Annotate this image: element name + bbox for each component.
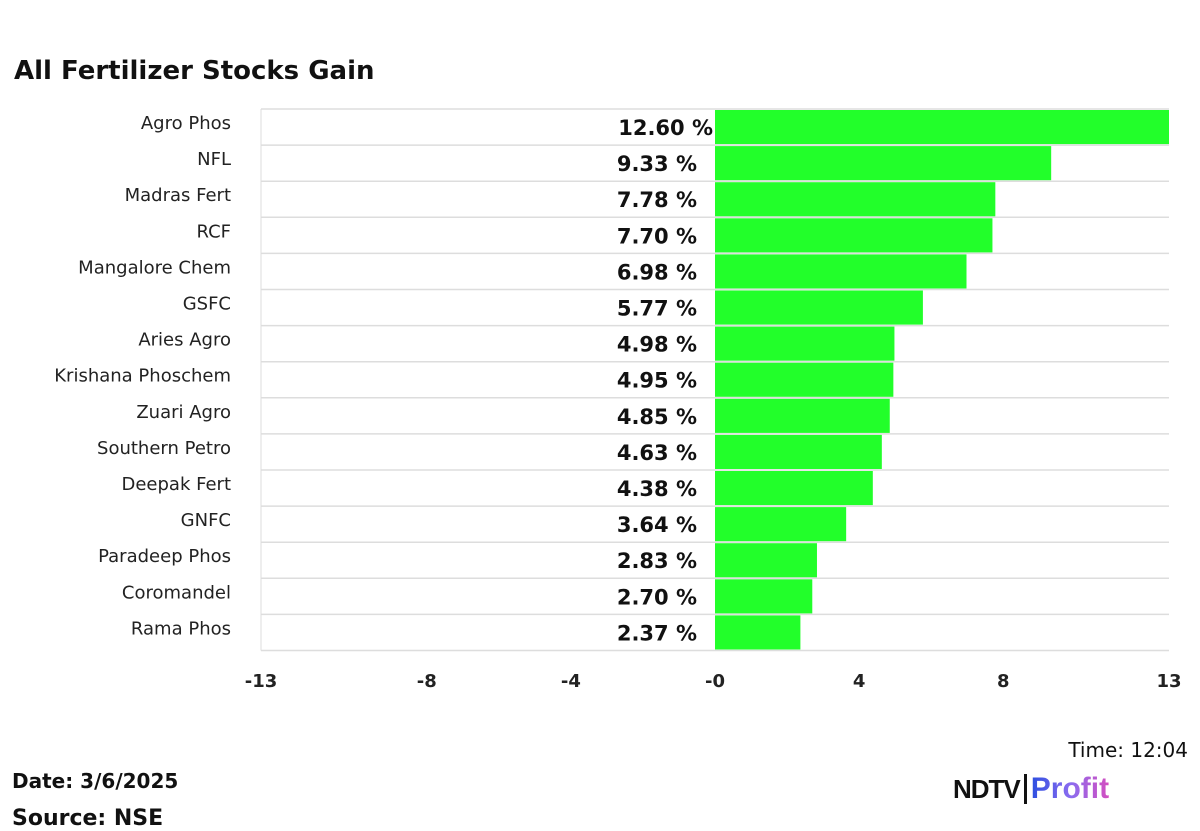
value-label: 2.70 % (617, 585, 697, 609)
x-tick-label: 8 (997, 671, 1010, 692)
category-label: Madras Fert (125, 185, 231, 206)
value-label: 2.37 % (617, 621, 697, 645)
value-label: 4.95 % (617, 369, 697, 393)
value-label: 12.60 % (618, 116, 713, 140)
category-label: Deepak Fert (121, 474, 231, 495)
category-label: Aries Agro (138, 330, 231, 351)
value-label: 2.83 % (617, 549, 697, 573)
category-label: GSFC (183, 294, 231, 315)
bar-rcf (715, 218, 993, 253)
category-label: GNFC (181, 510, 231, 531)
value-label: 3.64 % (617, 513, 697, 537)
ndtv-profit-logo: NDTV Profit (953, 772, 1109, 806)
category-label: Southern Petro (97, 438, 231, 459)
date-label: Date: 3/6/2025 (12, 769, 179, 793)
value-label: 7.70 % (617, 224, 697, 248)
value-label: 6.98 % (617, 260, 697, 284)
category-label: Rama Phos (131, 618, 231, 639)
x-tick-label: 13 (1156, 671, 1181, 692)
value-label: 4.85 % (617, 405, 697, 429)
x-tick-label: -8 (417, 671, 437, 692)
category-label: Zuari Agro (136, 402, 231, 423)
category-label: Krishana Phoschem (54, 366, 231, 387)
category-label: Paradeep Phos (98, 546, 231, 567)
x-tick-label: 4 (853, 671, 866, 692)
bar-aries-agro (715, 326, 895, 361)
value-label: 9.33 % (617, 152, 697, 176)
source-label: Source: NSE (12, 806, 164, 831)
bar-zuari-agro (715, 398, 890, 433)
bar-rama-phos (715, 615, 801, 650)
bar-paradeep-phos (715, 543, 817, 578)
x-tick-label: -4 (561, 671, 581, 692)
value-label: 4.98 % (617, 333, 697, 357)
bar-mangalore-chem (715, 254, 967, 289)
bar-coromandel (715, 579, 813, 614)
time-label: Time: 12:04 (1068, 738, 1188, 762)
logo-profit: Profit (1030, 772, 1110, 805)
logo-divider (1023, 774, 1027, 804)
bar-nfl (715, 146, 1052, 181)
x-tick-label: -13 (245, 671, 278, 692)
bar-chart: Agro Phos 12.60 % NFL 9.33 % Madras Fert 7.78… (54, 108, 1182, 692)
bar-madras-fert (715, 182, 996, 217)
bar-gsfc (715, 290, 923, 325)
value-label: 7.78 % (617, 188, 697, 212)
category-label: Mangalore Chem (78, 257, 231, 278)
chart-title: All Fertilizer Stocks Gain (14, 56, 375, 86)
bar-southern-petro (715, 434, 882, 469)
category-label: NFL (197, 149, 231, 170)
bar-gnfc (715, 507, 847, 542)
logo-ndtv: NDTV (953, 773, 1021, 804)
value-label: 4.38 % (617, 477, 697, 501)
value-label: 5.77 % (617, 297, 697, 321)
category-label: Coromandel (122, 582, 231, 603)
category-label: RCF (196, 221, 231, 242)
x-tick-label: -0 (705, 671, 725, 692)
bar-agro-phos (715, 110, 1169, 145)
bar-deepak-fert (715, 471, 873, 506)
bar-krishana-phoschem (715, 362, 894, 397)
category-label: Agro Phos (141, 113, 231, 134)
value-label: 4.63 % (617, 441, 697, 465)
